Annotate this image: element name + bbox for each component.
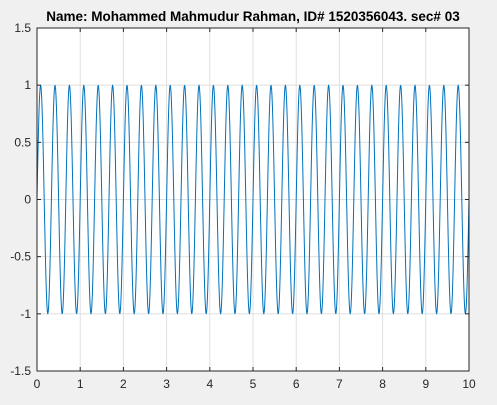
x-tick-label: 4 <box>206 377 213 391</box>
x-tick-label: 9 <box>422 377 429 391</box>
y-tick-label: -1 <box>20 307 31 321</box>
x-tick-label: 5 <box>250 377 257 391</box>
series-line <box>36 84 470 315</box>
y-tick-label: 1 <box>24 78 31 92</box>
y-tick-label: 0.5 <box>14 135 31 149</box>
x-axis: 0 1 2 3 4 5 6 7 8 9 10 <box>34 28 476 391</box>
x-tick-label: 2 <box>120 377 127 391</box>
y-tick-label: 0 <box>24 193 31 207</box>
y-tick-label: -1.5 <box>10 364 31 378</box>
y-tick-label: -0.5 <box>10 250 31 264</box>
y-axis: 1.5 1 0.5 0 -0.5 -1 -1.5 <box>10 21 469 378</box>
x-tick-label: 10 <box>462 377 476 391</box>
x-tick-label: 6 <box>293 377 300 391</box>
y-tick-label: 1.5 <box>14 21 31 35</box>
x-tick-label: 1 <box>77 377 84 391</box>
plot-series <box>36 84 470 315</box>
chart-title: Name: Mohammed Mahmudur Rahman, ID# 1520… <box>46 9 460 24</box>
x-tick-label: 7 <box>336 377 343 391</box>
x-tick-label: 8 <box>379 377 386 391</box>
x-tick-label: 3 <box>163 377 170 391</box>
x-tick-label: 0 <box>34 377 41 391</box>
